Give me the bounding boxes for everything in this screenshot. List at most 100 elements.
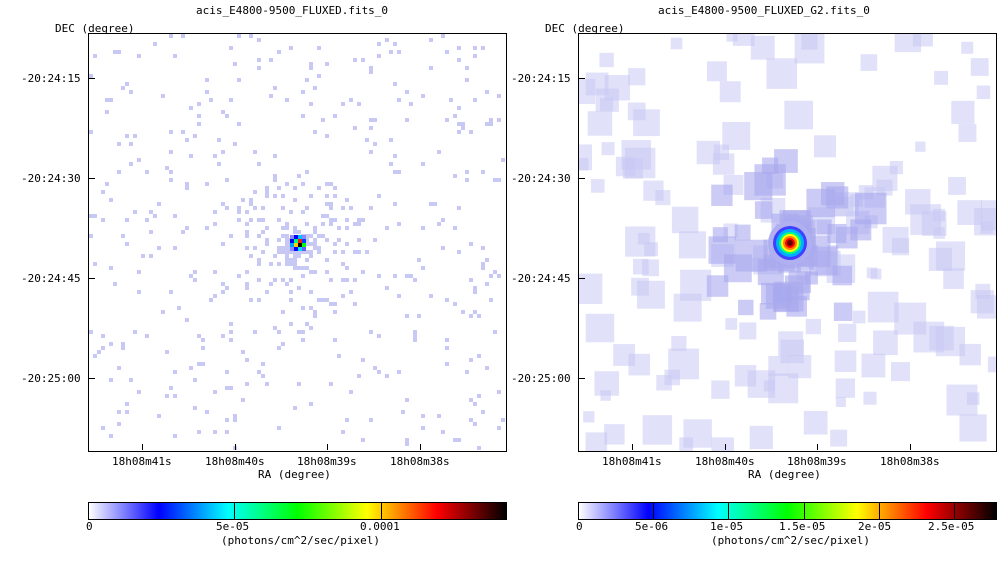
image-pixel xyxy=(341,278,345,282)
image-pixel xyxy=(213,294,217,298)
image-pixel xyxy=(369,118,373,122)
image-pixel xyxy=(294,243,298,247)
image-pixel xyxy=(958,124,977,142)
image-pixel xyxy=(385,286,389,290)
image-pixel xyxy=(601,142,615,156)
image-pixel xyxy=(290,243,294,247)
image-pixel xyxy=(297,174,301,178)
image-pixel xyxy=(726,34,738,42)
image-pixel xyxy=(357,222,361,226)
image-pixel xyxy=(221,202,225,206)
image-pixel xyxy=(389,50,393,54)
image-pixel xyxy=(313,270,317,274)
image-pixel xyxy=(429,294,433,298)
image-pixel xyxy=(943,268,964,289)
image-pixel xyxy=(329,218,333,222)
panel-right-colorbar[interactable] xyxy=(578,502,997,520)
image-pixel xyxy=(157,414,161,418)
image-pixel xyxy=(117,142,121,146)
image-pixel xyxy=(337,238,341,242)
image-pixel xyxy=(145,218,149,222)
image-pixel xyxy=(173,246,177,250)
image-pixel xyxy=(313,86,317,90)
image-pixel xyxy=(345,218,349,222)
image-pixel xyxy=(313,314,317,318)
image-pixel xyxy=(333,302,337,306)
image-pixel xyxy=(101,334,105,338)
image-pixel xyxy=(237,206,241,210)
image-pixel xyxy=(706,275,729,297)
image-pixel xyxy=(265,382,269,386)
image-pixel xyxy=(281,278,285,282)
image-pixel xyxy=(125,402,129,406)
image-pixel xyxy=(193,270,197,274)
image-pixel xyxy=(109,342,113,346)
image-pixel xyxy=(397,222,401,226)
image-pixel xyxy=(333,338,337,342)
image-pixel xyxy=(974,207,996,236)
image-pixel xyxy=(453,226,457,230)
image-pixel xyxy=(177,306,181,310)
image-pixel xyxy=(290,239,294,243)
image-pixel xyxy=(409,102,413,106)
image-pixel xyxy=(833,302,853,321)
image-pixel xyxy=(294,239,298,243)
image-pixel xyxy=(713,144,730,160)
image-pixel xyxy=(225,430,229,434)
panel-right-image[interactable] xyxy=(578,33,997,452)
image-pixel xyxy=(257,258,261,262)
image-pixel xyxy=(105,98,109,102)
image-pixel xyxy=(125,410,129,414)
image-pixel xyxy=(153,214,157,218)
image-pixel xyxy=(587,111,613,136)
image-pixel xyxy=(89,330,93,334)
image-pixel xyxy=(763,255,776,268)
image-pixel xyxy=(317,246,321,250)
image-pixel xyxy=(861,353,886,378)
panel-left-xtick-label: 18h08m40s xyxy=(205,455,265,468)
image-pixel xyxy=(457,206,461,210)
panel-left-xtick-label: 18h08m38s xyxy=(390,455,450,468)
image-pixel xyxy=(325,182,329,186)
image-pixel xyxy=(257,66,261,70)
image-pixel xyxy=(794,34,825,64)
image-pixel xyxy=(421,266,425,270)
image-pixel xyxy=(133,210,137,214)
panel-left-colorbar-label: 0.0001 xyxy=(360,520,400,533)
image-pixel xyxy=(473,286,477,290)
image-pixel xyxy=(245,282,249,286)
image-pixel xyxy=(305,222,309,226)
image-pixel xyxy=(768,355,789,376)
panel-left-colorbar[interactable] xyxy=(88,502,507,520)
image-pixel xyxy=(185,226,189,230)
panel-left-image[interactable] xyxy=(88,33,507,452)
image-pixel xyxy=(711,380,730,399)
image-pixel xyxy=(413,338,417,342)
image-pixel xyxy=(269,282,273,286)
image-pixel xyxy=(852,310,866,324)
image-pixel xyxy=(369,330,373,334)
image-pixel xyxy=(361,58,365,62)
image-pixel xyxy=(353,302,357,306)
image-pixel xyxy=(349,98,353,102)
image-pixel xyxy=(101,218,105,222)
image-pixel xyxy=(377,370,381,374)
image-pixel xyxy=(671,206,699,234)
image-pixel xyxy=(137,290,141,294)
image-pixel xyxy=(441,246,445,250)
image-pixel xyxy=(93,54,97,58)
image-pixel xyxy=(273,194,277,198)
image-pixel xyxy=(309,306,313,310)
image-pixel xyxy=(189,274,193,278)
colorbar-divider xyxy=(879,503,880,519)
panel-left-ytick-label: -20:25:00 xyxy=(21,372,81,385)
image-pixel xyxy=(241,398,245,402)
image-pixel xyxy=(298,243,302,247)
image-pixel xyxy=(161,310,165,314)
image-pixel xyxy=(305,250,309,254)
image-pixel xyxy=(437,150,441,154)
image-pixel xyxy=(309,290,313,294)
image-pixel xyxy=(325,238,329,242)
image-pixel xyxy=(245,358,249,362)
image-pixel xyxy=(173,214,177,218)
